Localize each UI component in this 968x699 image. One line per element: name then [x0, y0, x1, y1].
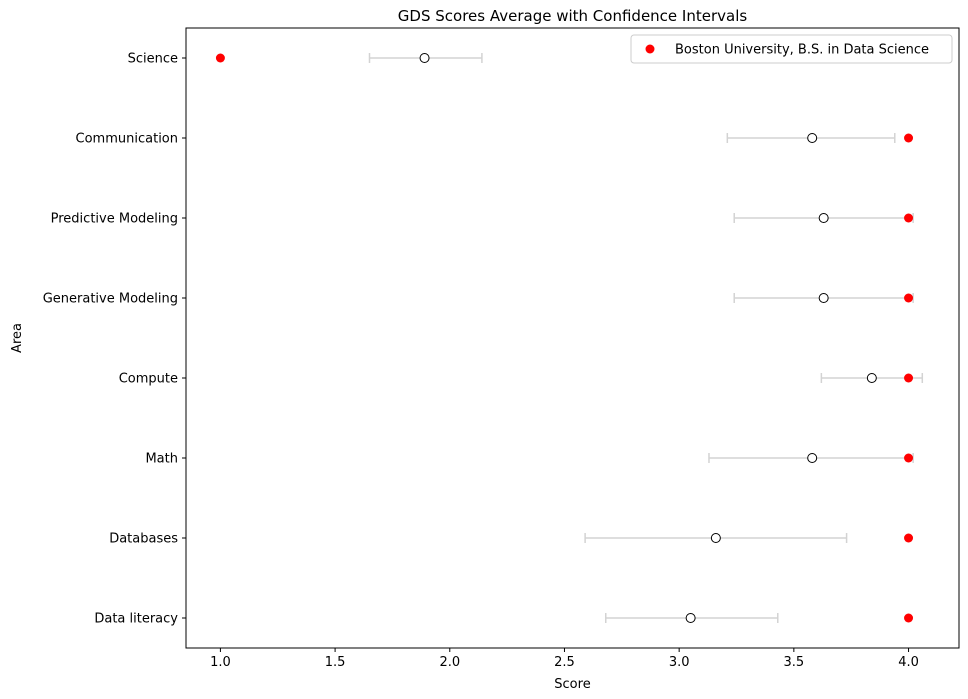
plot-area-frame — [185, 27, 960, 649]
x-tick-label: 2.0 — [439, 655, 460, 670]
x-axis-ticks: 1.0 1.5 2.0 2.5 3.0 3.5 4.0 — [210, 648, 919, 670]
y-axis-ticks: Science Communication Predictive Modeling G… — [43, 52, 186, 627]
y-tick-label: Predictive Modeling — [51, 212, 178, 227]
y-tick-label: Compute — [119, 372, 178, 387]
school-point — [904, 533, 914, 543]
x-tick-label: 3.0 — [669, 655, 690, 670]
chart-title: GDS Scores Average with Confidence Inter… — [398, 7, 748, 25]
y-tick-label: Communication — [76, 132, 178, 147]
y-tick-label: Databases — [109, 532, 178, 547]
y-tick-label: Math — [145, 452, 178, 467]
school-point — [904, 293, 914, 303]
average-point — [685, 613, 696, 623]
average-point — [866, 373, 877, 383]
x-tick-label: 2.5 — [554, 655, 575, 670]
average-point — [710, 533, 721, 543]
school-point — [904, 453, 914, 463]
x-tick-label: 1.0 — [210, 655, 231, 670]
x-axis-title: Score — [554, 677, 590, 692]
school-point — [904, 613, 914, 623]
x-tick-label: 4.0 — [898, 655, 919, 670]
school-point — [215, 53, 225, 63]
x-tick-label: 3.5 — [784, 655, 805, 670]
average-point — [807, 453, 818, 463]
legend-box — [630, 34, 953, 64]
school-point — [904, 133, 914, 143]
legend-label: Boston University, B.S. in Data Science — [675, 43, 929, 58]
school-point — [904, 373, 914, 383]
x-tick-label: 1.5 — [325, 655, 346, 670]
average-point — [818, 293, 829, 303]
y-tick-label: Data literacy — [94, 612, 178, 627]
y-axis-title: Area — [10, 323, 25, 353]
y-tick-label: Generative Modeling — [43, 292, 178, 307]
legend: Boston University, B.S. in Data Science — [630, 34, 953, 64]
legend-marker — [645, 44, 655, 54]
average-point — [807, 133, 818, 143]
y-tick-label: Science — [128, 52, 178, 67]
average-point — [818, 213, 829, 223]
school-point — [904, 213, 914, 223]
average-point — [419, 53, 430, 63]
plot-marks — [215, 53, 924, 623]
